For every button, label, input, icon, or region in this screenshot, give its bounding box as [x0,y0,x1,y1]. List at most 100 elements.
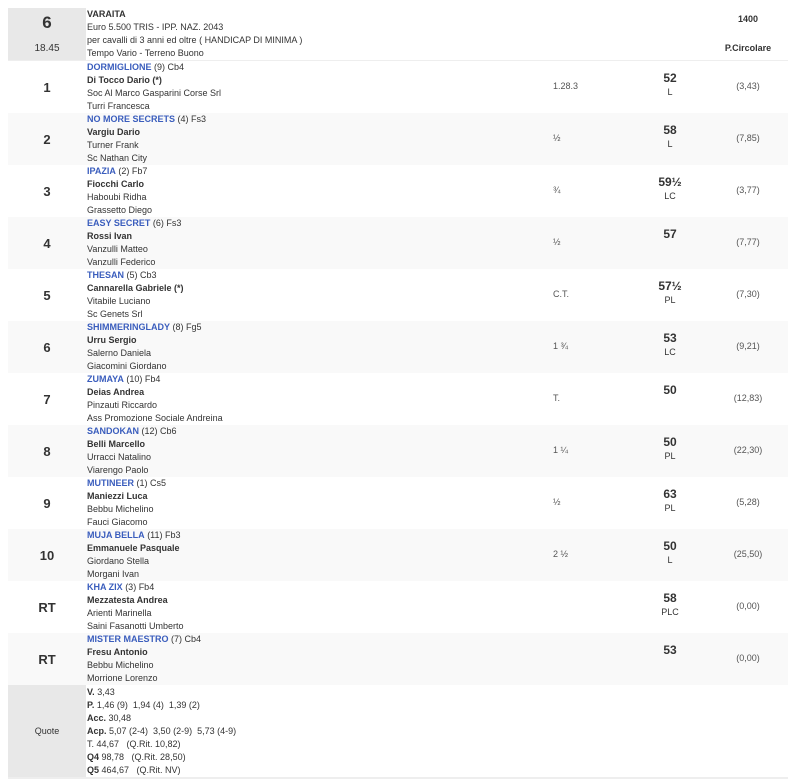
race-info: VARAITA Euro 5.500 TRIS - IPP. NAZ. 2043… [86,8,708,60]
jockey-name: Deias Andrea [87,387,145,397]
race-distance: 1400 [737,14,759,24]
equipment: L [667,139,673,149]
horse-name-link[interactable]: NO MORE SECRETS [87,114,176,124]
odds: (9,21) [736,341,760,351]
trainer-name: Vanzulli Federico [87,257,156,267]
trainer-name: Ass Promozione Sociale Andreina [87,413,223,423]
race-header: 6 18.45 VARAITA Euro 5.500 TRIS - IPP. N… [8,8,788,61]
horse-name-link[interactable]: MUJA BELLA [87,530,145,540]
runner-info: MUTINEER (1) Cs5 Maniezzi Luca Bebbu Mic… [86,477,788,529]
owner-name: Vanzulli Matteo [87,244,148,254]
weight: 53 [663,331,677,345]
weight: 50 [663,383,677,397]
finish-position: 10 [39,547,55,563]
weight-cell: 50 L [633,539,707,565]
horse-detail: (4) Fs3 [177,114,207,124]
jockey-name: Emmanuele Pasquale [87,543,180,553]
weight-cell: 53 LC [633,331,707,357]
quote-key: Q5 [87,765,100,775]
quote-line: P. 1,46 (9) 1,94 (4) 1,39 (2) [87,699,788,712]
runner-info: SANDOKAN (12) Cb6 Belli Marcello Urracci… [86,425,788,477]
runner-info: ZUMAYA (10) Fb4 Deias Andrea Pinzauti Ri… [86,373,788,425]
runner-info: IPAZIA (2) Fb7 Fiocchi Carlo Haboubi Rid… [86,165,788,217]
quote-line: Acc. 30,48 [87,712,788,725]
race-conditions: per cavalli di 3 anni ed oltre ( HANDICA… [87,35,303,45]
owner-name: Arienti Marinella [87,608,152,618]
quote-key: P. [87,700,95,710]
weight: 52 [663,71,677,85]
trainer-name: Viarengo Paolo [87,465,149,475]
trainer-name: Fauci Giacomo [87,517,148,527]
trainer-name: Turri Francesca [87,101,150,111]
weight-cell: 58 PLC [633,591,707,617]
quote-section: Quote V. 3,43 P. 1,46 (9) 1,94 (4) 1,39 (… [8,685,788,779]
finish-position: RT [38,651,56,667]
runner-info: EASY SECRET (6) Fs3 Rossi Ivan Vanzulli … [86,217,788,269]
quote-value: 30,48 [108,713,132,723]
distance-gap: 1 ¾ [553,341,569,351]
odds: (0,00) [736,601,760,611]
finish-position: 5 [43,287,51,303]
owner-name: Haboubi Ridha [87,192,147,202]
odds: (0,00) [736,653,760,663]
odds: (7,77) [736,237,760,247]
weight: 59½ [658,175,682,189]
equipment: L [667,87,673,97]
distance-gap: C.T. [553,289,570,299]
weight: 57½ [658,279,682,293]
horse-detail: (3) Fb4 [125,582,155,592]
finish-position: 9 [43,495,51,511]
odds: (3,43) [736,81,760,91]
horse-detail: (11) Fb3 [147,530,181,540]
horse-name-link[interactable]: EASY SECRET [87,218,151,228]
trainer-name: Morrione Lorenzo [87,673,158,683]
odds: (7,85) [736,133,760,143]
horse-detail: (5) Cb3 [126,270,157,280]
runner-info: NO MORE SECRETS (4) Fs3 Vargiu Dario Tur… [86,113,788,165]
equipment: LC [664,347,676,357]
weight-cell: 53 [633,643,707,659]
quote-key: Q4 [87,752,100,762]
quote-key: Acc. [87,713,107,723]
horse-name-link[interactable]: MISTER MAESTRO [87,634,169,644]
distance-gap: T. [553,393,561,403]
runner-info: MUJA BELLA (11) Fb3 Emmanuele Pasquale G… [86,529,788,581]
runners-list: 1 DORMIGLIONE (9) Cb4 Di Tocco Dario (*)… [8,61,788,685]
weight: 50 [663,539,677,553]
horse-name-link[interactable]: SANDOKAN [87,426,140,436]
horse-name-link[interactable]: DORMIGLIONE [87,62,152,72]
jockey-name: Urru Sergio [87,335,137,345]
owner-name: Bebbu Michelino [87,504,154,514]
equipment: PLC [661,607,679,617]
table-row: RT MISTER MAESTRO (7) Cb4 Fresu Antonio … [8,633,788,685]
horse-name-link[interactable]: MUTINEER [87,478,134,488]
horse-name-link[interactable]: SHIMMERINGLADY [87,322,170,332]
finish-position: 1 [43,79,51,95]
jockey-name: Fiocchi Carlo [87,179,145,189]
horse-name-link[interactable]: THESAN [87,270,125,280]
quote-line: Q5 464,67 (Q.Rit. NV) [87,764,788,777]
weight-cell: 50 PL [633,435,707,461]
owner-name: Giordano Stella [87,556,150,566]
horse-name-link[interactable]: IPAZIA [87,166,116,176]
quote-key: V. [87,687,95,697]
table-row: 1 DORMIGLIONE (9) Cb4 Di Tocco Dario (*)… [8,61,788,113]
runner-info: SHIMMERINGLADY (8) Fg5 Urru Sergio Saler… [86,321,788,373]
quote-key: Acp. [87,726,107,736]
horse-detail: (9) Cb4 [154,62,185,72]
jockey-name: Rossi Ivan [87,231,133,241]
odds: (3,77) [736,185,760,195]
trainer-name: Giacomini Giordano [87,361,167,371]
horse-name-link[interactable]: KHA ZIX [87,582,123,592]
distance-gap: ½ [553,237,561,247]
odds: (22,30) [733,445,763,455]
horse-detail: (1) Cs5 [136,478,167,488]
trainer-name: Sc Nathan City [87,153,148,163]
race-number: 6 [42,12,52,32]
horse-name-link[interactable]: ZUMAYA [87,374,124,384]
equipment: PL [664,295,676,305]
race-results-table: 6 18.45 VARAITA Euro 5.500 TRIS - IPP. N… [8,8,788,779]
table-row: 10 MUJA BELLA (11) Fb3 Emmanuele Pasqual… [8,529,788,581]
distance-gap: ½ [553,133,561,143]
finish-position: 2 [43,131,51,147]
